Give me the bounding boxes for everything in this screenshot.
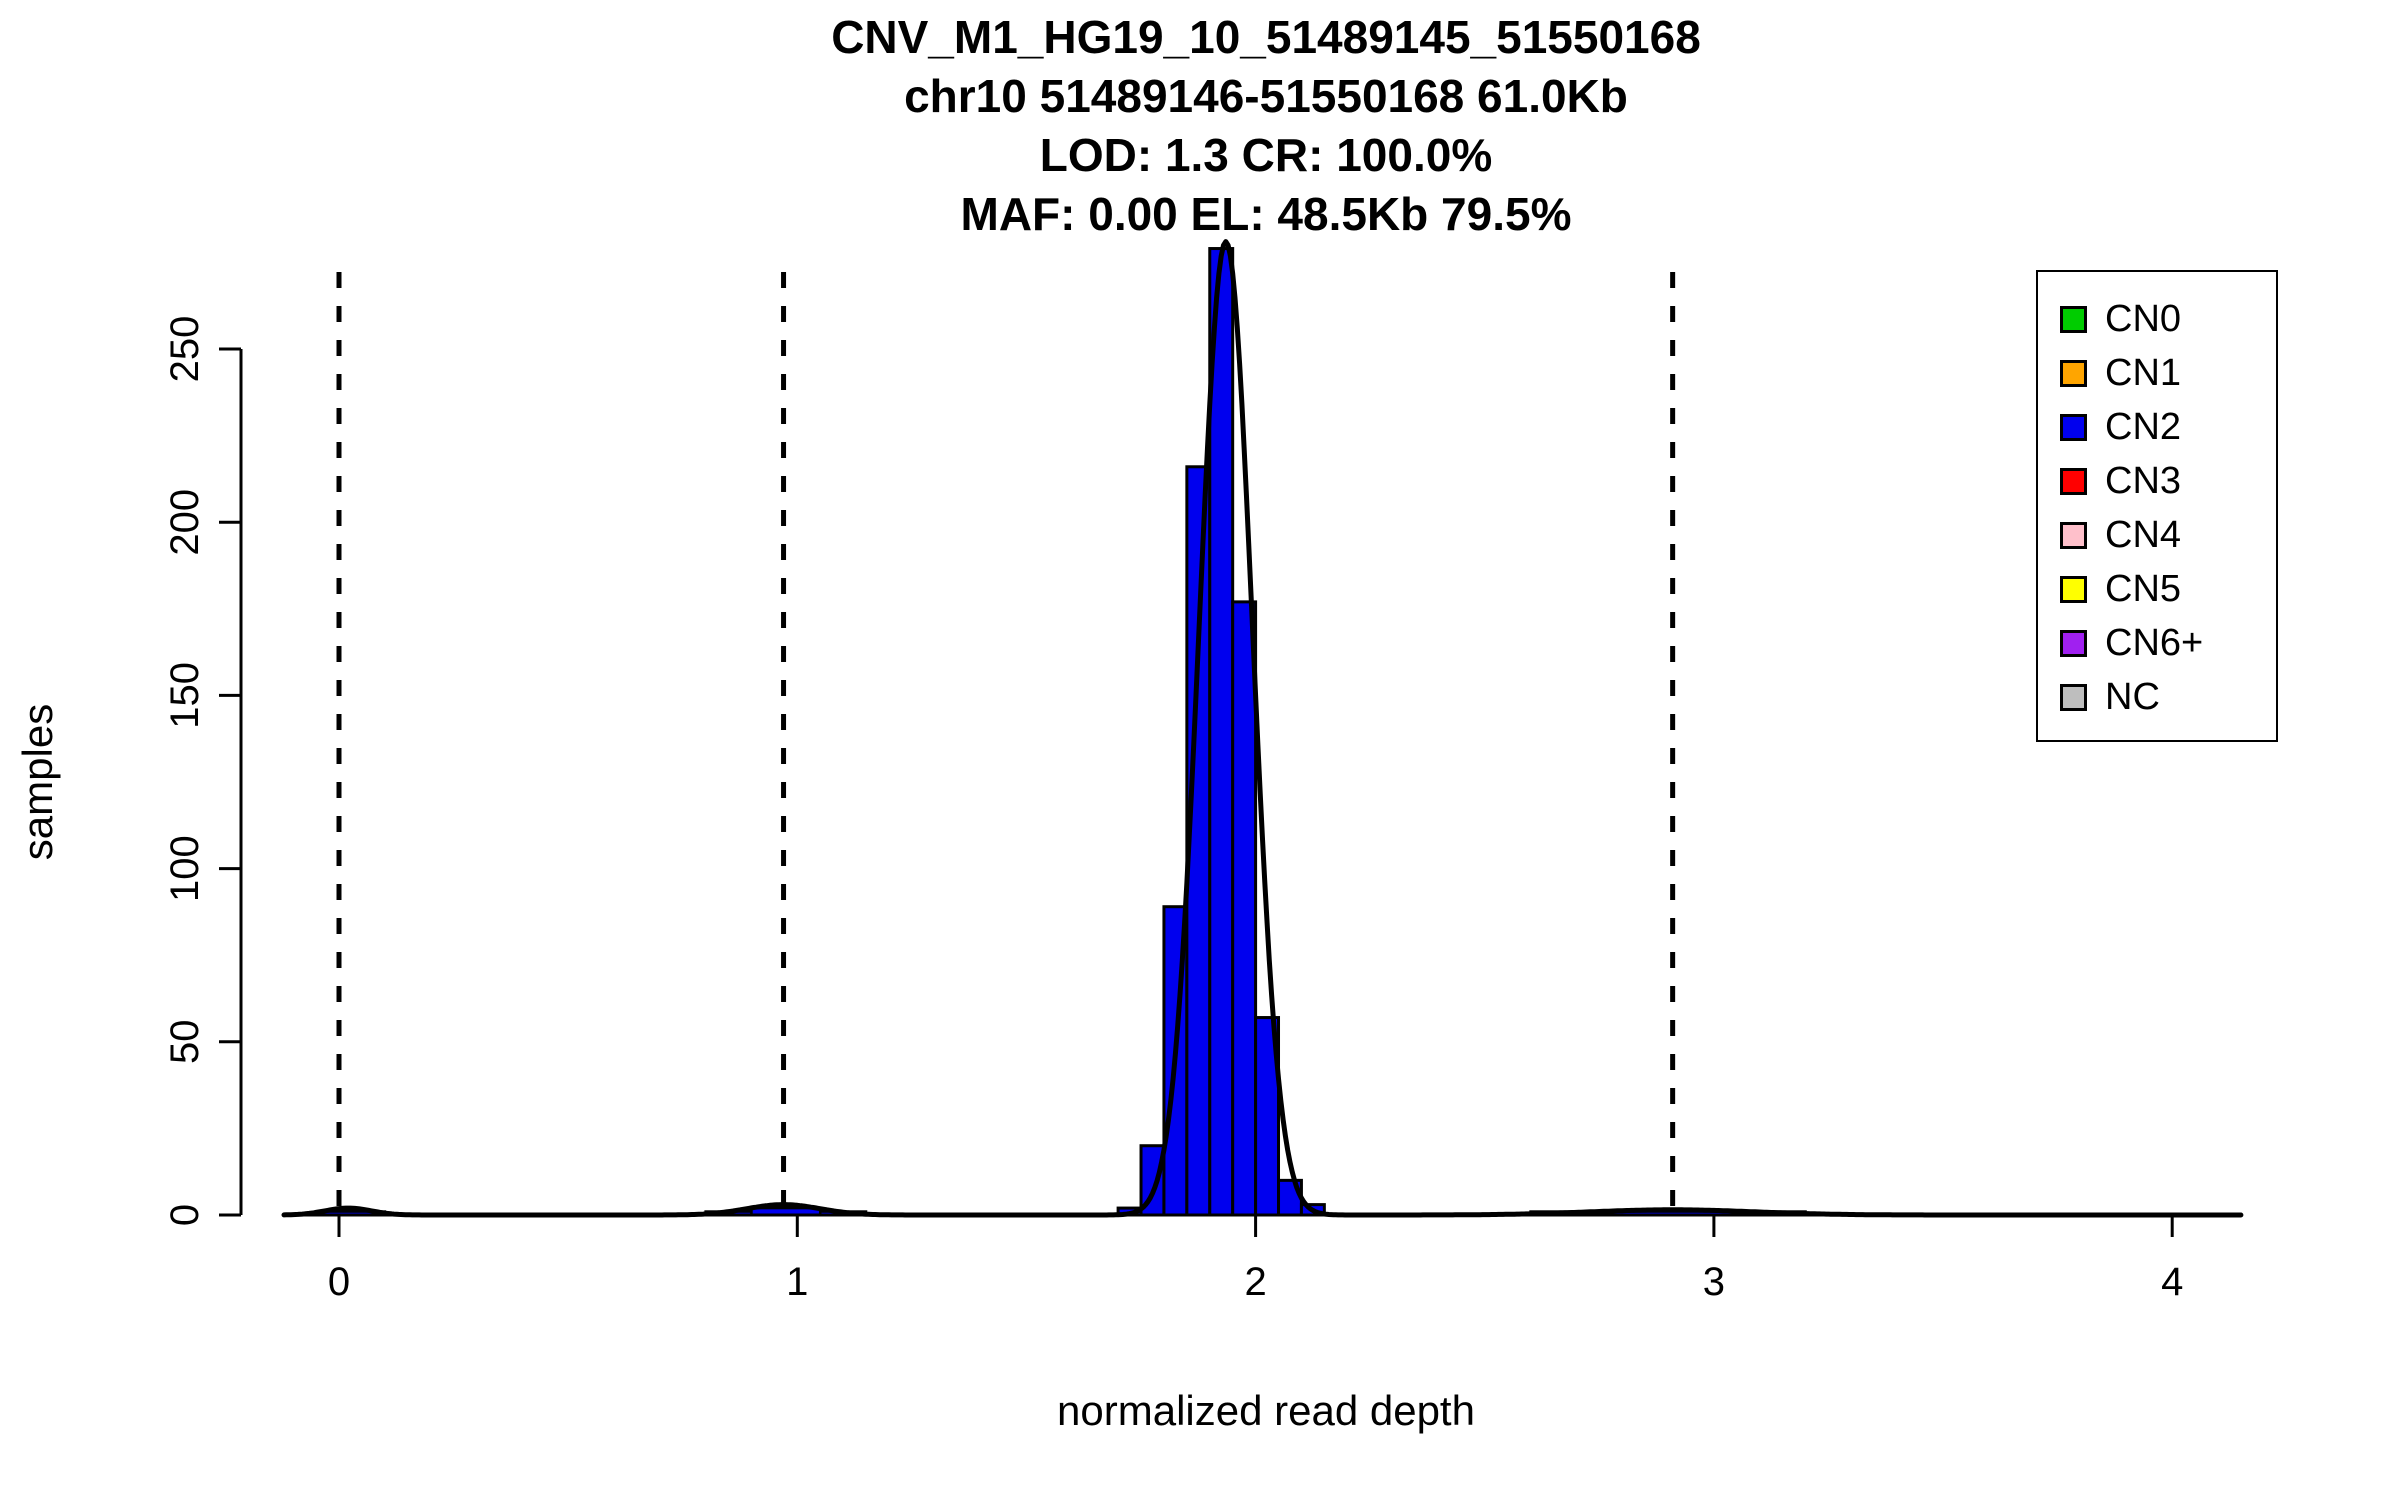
x-tick-label: 2: [1244, 1260, 1266, 1304]
legend-swatch-icon: [2060, 305, 2087, 333]
y-tick-label: 50: [163, 1020, 207, 1065]
legend-label: NC: [2105, 676, 2160, 718]
y-tick-label: 0: [163, 1204, 207, 1226]
x-tick-label: 0: [328, 1260, 350, 1304]
y-tick-label: 150: [163, 662, 207, 729]
legend-item-cn0: CN0: [2060, 292, 2266, 346]
legend-swatch-icon: [2060, 467, 2087, 495]
legend-label: CN6+: [2105, 622, 2204, 664]
x-tick-label: 1: [786, 1260, 808, 1304]
legend-label: CN3: [2105, 460, 2182, 502]
legend-swatch-icon: [2060, 629, 2087, 657]
legend-label: CN5: [2105, 568, 2182, 610]
histogram-bar: [1231, 600, 1258, 1217]
chart-title-line2: chr10 51489146-51550168 61.0Kb: [904, 70, 1628, 122]
legend-swatch-icon: [2060, 359, 2087, 387]
legend-item-cn6plus: CN6+: [2060, 616, 2266, 670]
legend-label: CN4: [2105, 514, 2182, 556]
legend-item-cn2: CN2: [2060, 400, 2266, 454]
legend-swatch-icon: [2060, 575, 2087, 603]
y-tick-label: 100: [163, 835, 207, 902]
legend-label: CN1: [2105, 352, 2182, 394]
legend-swatch-icon: [2060, 413, 2087, 441]
legend-swatch-icon: [2060, 683, 2087, 711]
legend-item-cn4: CN4: [2060, 508, 2266, 562]
legend-item-cn1: CN1: [2060, 346, 2266, 400]
chart-title-line1: CNV_M1_HG19_10_51489145_51550168: [831, 11, 1701, 63]
y-tick-label: 250: [163, 316, 207, 383]
chart-title-block: CNV_M1_HG19_10_51489145_51550168 chr10 5…: [300, 8, 2232, 244]
legend-item-cn3: CN3: [2060, 454, 2266, 508]
x-tick-label: 3: [1703, 1260, 1725, 1304]
histogram-bar: [1208, 247, 1235, 1217]
legend-label: CN0: [2105, 298, 2182, 340]
x-tick-label: 4: [2161, 1260, 2183, 1304]
y-axis-title: samples: [14, 704, 61, 860]
x-axis-title: normalized read depth: [1057, 1387, 1475, 1434]
legend-swatch-icon: [2060, 521, 2087, 549]
chart-title-line4: MAF: 0.00 EL: 48.5Kb 79.5%: [960, 188, 1572, 240]
legend-item-nc: NC: [2060, 670, 2266, 724]
y-tick-label: 200: [163, 489, 207, 556]
legend-label: CN2: [2105, 406, 2182, 448]
legend-item-cn5: CN5: [2060, 562, 2266, 616]
legend: CN0 CN1 CN2 CN3 CN4 CN5 CN6+ NC: [2036, 270, 2278, 742]
chart-title-line3: LOD: 1.3 CR: 100.0%: [1039, 129, 1493, 181]
